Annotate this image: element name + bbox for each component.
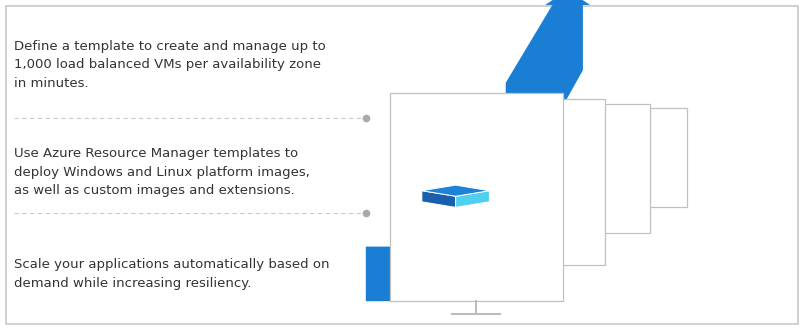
Text: Scale your applications automatically based on
demand while increasing resilienc: Scale your applications automatically ba… xyxy=(14,258,329,290)
Text: Use Azure Resource Manager templates to
deploy Windows and Linux platform images: Use Azure Resource Manager templates to … xyxy=(14,147,310,197)
Bar xyxy=(389,93,562,301)
Polygon shape xyxy=(601,152,627,157)
Polygon shape xyxy=(422,185,489,196)
Polygon shape xyxy=(455,191,489,207)
Polygon shape xyxy=(601,155,614,161)
Polygon shape xyxy=(422,191,455,207)
Bar xyxy=(516,104,649,233)
Polygon shape xyxy=(512,177,537,189)
Text: Define a template to create and manage up to
1,000 load balanced VMs per availab: Define a template to create and manage u… xyxy=(14,40,326,90)
Polygon shape xyxy=(365,0,589,301)
Polygon shape xyxy=(567,165,585,174)
Bar xyxy=(570,108,687,207)
Polygon shape xyxy=(488,177,512,189)
Polygon shape xyxy=(614,155,627,161)
Polygon shape xyxy=(549,162,585,168)
Polygon shape xyxy=(488,173,537,181)
Polygon shape xyxy=(549,165,567,174)
Bar xyxy=(456,99,605,265)
